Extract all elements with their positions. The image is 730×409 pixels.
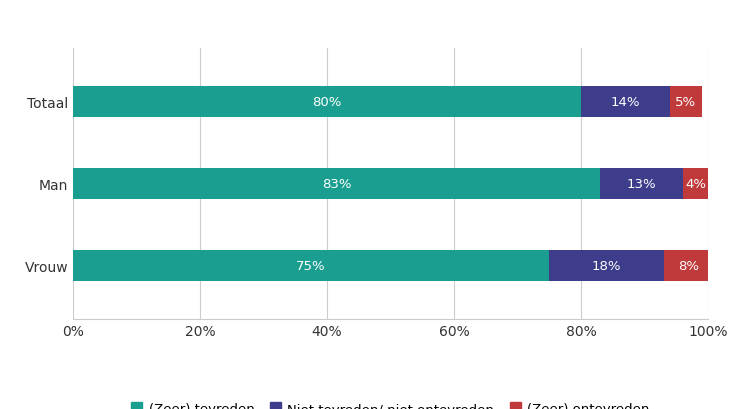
Bar xyxy=(73,169,600,200)
Text: 13%: 13% xyxy=(626,178,656,191)
Legend: (Zeer) tevreden, Niet tevreden/ niet ontevreden, (Zeer) ontevreden: (Zeer) tevreden, Niet tevreden/ niet ont… xyxy=(131,402,650,409)
Bar xyxy=(670,87,702,118)
Text: 83%: 83% xyxy=(322,178,351,191)
Bar xyxy=(600,169,683,200)
Text: 14%: 14% xyxy=(611,96,640,109)
Text: 80%: 80% xyxy=(312,96,342,109)
Bar xyxy=(683,169,708,200)
Text: 5%: 5% xyxy=(675,96,696,109)
Bar xyxy=(73,87,581,118)
Bar xyxy=(664,250,715,281)
Text: 8%: 8% xyxy=(679,259,699,272)
Bar xyxy=(73,250,550,281)
Text: 75%: 75% xyxy=(296,259,326,272)
Text: 18%: 18% xyxy=(592,259,621,272)
Bar xyxy=(581,87,670,118)
Text: 4%: 4% xyxy=(685,178,706,191)
Bar xyxy=(550,250,664,281)
